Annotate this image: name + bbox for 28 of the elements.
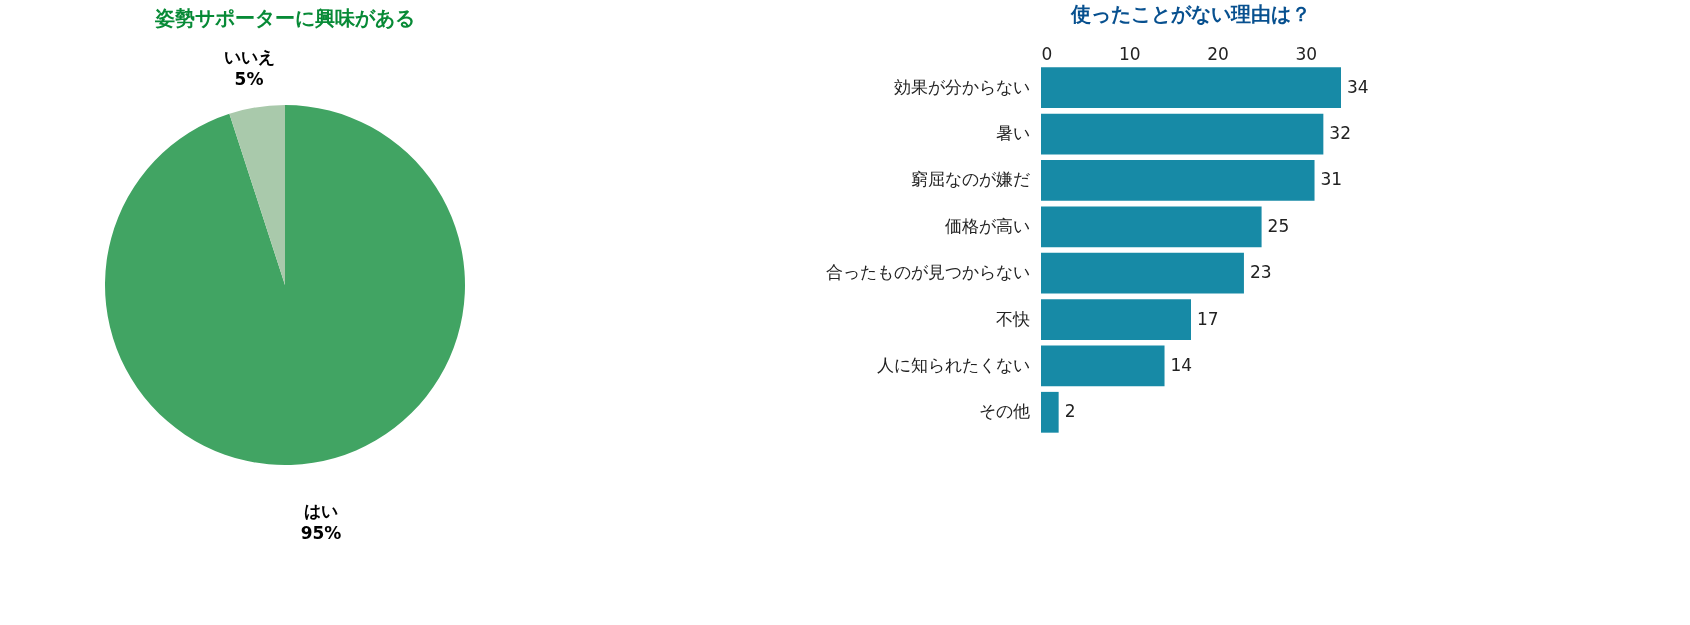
x-tick-label: 30 — [1295, 43, 1318, 64]
y-tick-label: 合ったものが見つからない — [825, 262, 1030, 283]
y-tick-label: 効果が分からない — [893, 76, 1030, 97]
data-label: 32 — [1329, 123, 1351, 144]
pie-slice — [105, 105, 465, 465]
y-tick-label: その他 — [978, 401, 1030, 422]
data-label: 31 — [1320, 169, 1343, 190]
data-label: 17 — [1197, 308, 1219, 329]
y-tick-label: 暑い — [995, 123, 1030, 144]
chart-title: 姿勢サポーターに興味がある — [154, 5, 415, 30]
data-label: 25 — [1267, 215, 1290, 236]
data-label: 95% — [300, 523, 342, 544]
x-tick-label: 0 — [1041, 43, 1053, 64]
data-label: 23 — [1249, 262, 1272, 283]
data-label: 2 — [1064, 401, 1076, 422]
y-tick-label: 価格が高い — [944, 215, 1030, 236]
chart-title: 使ったことがない理由は？ — [1070, 2, 1311, 26]
pie-slice — [229, 105, 285, 285]
data-label: 34 — [1347, 76, 1369, 97]
y-tick-label: 不快 — [995, 308, 1030, 329]
slice-label: はい — [303, 501, 338, 522]
y-tick-label: 窮屈なのが嫌だ — [910, 169, 1030, 190]
x-tick-label: 10 — [1118, 43, 1141, 64]
slice-label: いいえ — [223, 46, 275, 67]
y-tick-label: 人に知られたくない — [876, 354, 1030, 375]
x-tick-label: 20 — [1207, 43, 1229, 64]
data-label: 5% — [234, 68, 264, 89]
data-label: 14 — [1170, 354, 1193, 375]
